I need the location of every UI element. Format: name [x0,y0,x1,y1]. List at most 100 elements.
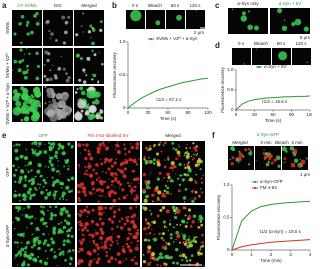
spot [156,158,160,162]
spot [123,222,127,226]
spot [172,170,174,172]
spot [24,214,29,219]
spot [111,205,114,208]
series-line [235,95,311,111]
spot [40,205,43,208]
spot [164,254,169,259]
spot [54,190,57,194]
spot [109,256,114,260]
spot [128,248,133,253]
spot [148,173,150,175]
frame-label: Bleach [254,41,268,46]
spot [37,152,41,156]
legend-label: α-Syn-GFP [260,179,283,184]
spot [46,23,48,25]
spot [15,100,22,108]
spot [103,248,105,251]
spot [133,156,135,158]
spot [81,90,86,96]
spot [20,104,30,114]
spot [174,148,178,152]
spot [273,158,277,162]
spot [130,145,134,150]
spot [67,213,71,218]
spot [59,211,64,216]
spot [89,24,93,28]
spot [79,145,82,148]
spot [122,260,125,262]
spot [86,56,91,61]
spot [171,257,173,260]
micrograph [270,8,310,34]
spot [126,181,130,185]
spot [125,258,128,261]
x-tick-label: 30 [252,112,258,117]
spot [123,147,127,151]
spot [168,223,172,226]
spot [58,223,60,225]
spot [62,67,66,71]
spot [70,242,72,244]
spot [45,77,50,82]
spot [187,238,191,241]
spot [171,141,175,145]
spot [44,221,48,225]
spot [200,177,203,180]
spot [136,244,139,246]
spot [44,261,47,264]
spot [118,220,121,223]
spot [133,189,137,192]
spot [14,168,18,172]
spot [184,225,188,228]
spot [134,262,137,265]
spot [44,143,46,145]
spot [77,183,81,188]
column-label: α-Syn only [237,1,259,6]
spot [238,150,241,153]
spot [19,48,23,52]
spot [134,161,137,164]
spot [149,209,151,212]
spot [192,214,197,218]
spot [43,64,46,66]
spot [70,176,75,181]
spot [97,79,99,81]
spot [46,177,49,179]
spot [137,217,139,219]
spot [33,187,37,190]
spot [93,258,96,260]
spot [29,106,36,112]
spot [161,194,164,197]
image-background [43,10,73,46]
spot [156,214,160,218]
spot [81,229,84,232]
spot [24,250,27,254]
spot [43,74,47,78]
spot [45,225,48,228]
spot [86,105,89,108]
spot [68,262,72,266]
spot [112,175,115,178]
spot [185,150,189,154]
spot [23,183,27,188]
micrograph [228,8,268,34]
spot [57,228,62,233]
spot [16,217,21,222]
panel-label: a [2,1,7,10]
spot [31,142,34,144]
x-tick-label: 0 [127,110,130,115]
spot [135,231,140,236]
spot [16,246,19,248]
spot [127,227,132,232]
spot [111,241,114,244]
spot [115,180,118,182]
spot [78,78,82,82]
spot [20,242,23,244]
spot [60,221,62,224]
spot [157,197,160,200]
spot [198,196,201,199]
spot [60,253,62,256]
spot [99,235,104,241]
spot [61,94,68,102]
spot [282,146,287,152]
